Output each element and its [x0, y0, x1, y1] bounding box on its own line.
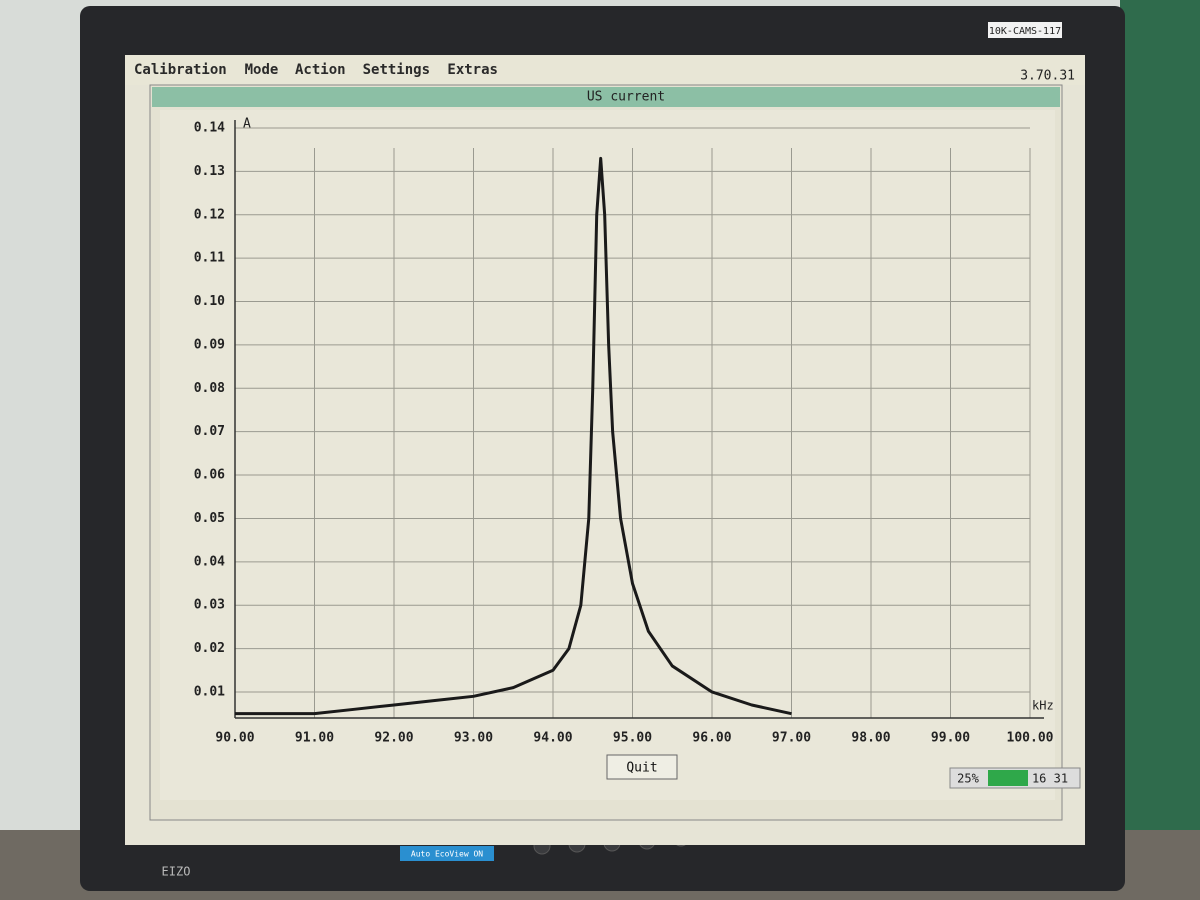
menu-bar	[125, 55, 1085, 85]
x-tick-label: 92.00	[374, 731, 413, 746]
status-time: 16 31	[1032, 772, 1068, 786]
y-tick-label: 0.02	[194, 641, 225, 656]
x-tick-label: 95.00	[613, 731, 652, 746]
plot-panel	[160, 110, 1055, 800]
y-tick-label: 0.01	[194, 684, 225, 699]
y-tick-label: 0.08	[194, 381, 225, 396]
menu-item[interactable]: Action	[295, 62, 346, 78]
quit-button[interactable]	[606, 754, 678, 780]
plot: 0.01 0.02 0.03 0.04 0.05 0.06 0.07 0.08 0.09 0.10…	[194, 117, 1054, 746]
y-tick-label: 0.06	[194, 468, 225, 483]
x-tick-label: 94.00	[533, 731, 572, 746]
quit-label[interactable]: Quit	[626, 761, 657, 776]
status-percent: 25%	[957, 772, 979, 786]
menu-item[interactable]: Mode	[245, 62, 279, 78]
y-tick-label: 0.09	[194, 337, 225, 352]
x-tick-label: 90.00	[215, 731, 254, 746]
x-tick-label: 97.00	[772, 731, 811, 746]
asset-tag-text: 10K-CAMS-117	[989, 26, 1061, 37]
window-title: US current	[587, 90, 665, 105]
asset-tag	[988, 22, 1062, 38]
x-tick-label: 98.00	[851, 731, 890, 746]
y-tick-label: 0.13	[194, 164, 225, 179]
data-line	[235, 156, 792, 716]
y-tick-label: 0.12	[194, 207, 225, 222]
y-tick-label: 0.04	[194, 554, 225, 569]
y-axis-label: A	[243, 117, 251, 132]
window-titlebar	[152, 87, 1060, 107]
x-axis-label: kHz	[1032, 699, 1054, 713]
menu-item[interactable]: Calibration	[134, 62, 227, 78]
x-tick-label: 99.00	[931, 731, 970, 746]
menu: Calibration Mode Action Settings Extras	[134, 62, 498, 78]
eco-label: Auto EcoView ON	[411, 850, 483, 859]
y-tick-label: 0.14	[194, 121, 225, 136]
menu-item[interactable]: Extras	[447, 62, 498, 78]
x-tick-label: 96.00	[692, 731, 731, 746]
menu-item[interactable]: Settings	[363, 62, 430, 78]
eco-badge	[400, 846, 494, 861]
status-indicator	[988, 770, 1028, 786]
x-tick-label: 100.00	[1007, 731, 1054, 746]
y-tick-label: 0.07	[194, 424, 225, 439]
y-tick-label: 0.10	[194, 294, 225, 309]
x-tick-label: 91.00	[295, 731, 334, 746]
brand: EIZO	[162, 865, 191, 879]
version: 3.70.31	[1020, 69, 1075, 84]
y-tick-label: 0.05	[194, 511, 225, 526]
y-tick-label: 0.11	[194, 251, 225, 266]
x-tick-label: 93.00	[454, 731, 493, 746]
machine-panel	[1120, 0, 1200, 900]
y-tick-label: 0.03	[194, 598, 225, 613]
